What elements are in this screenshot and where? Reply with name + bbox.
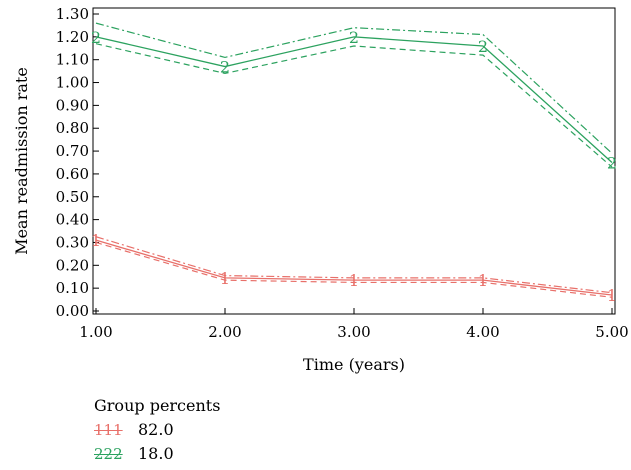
series-2-line (95, 36, 613, 163)
y-tick-label: 1.00 (56, 74, 89, 92)
y-tick-label: 0.80 (56, 119, 89, 137)
legend-marker-2: 222 (94, 445, 123, 463)
y-tick-label: 1.20 (56, 28, 89, 46)
y-tick-label: 0.50 (56, 188, 89, 206)
legend-marker-1: 111 (94, 421, 123, 439)
series-1-line (95, 239, 613, 296)
legend-item-1: 111 82.0 (94, 418, 220, 442)
x-axis-ticks: 1.00 2.00 3.00 4.00 5.00 (79, 308, 629, 341)
y-tick-label: 0.00 (56, 302, 89, 320)
series-1-upper-bound (95, 236, 613, 294)
y-tick-label: 0.70 (56, 142, 89, 160)
series-2-point: 2 (349, 28, 359, 47)
x-tick-label: 4.00 (466, 323, 499, 341)
x-tick-label: 1.00 (79, 323, 112, 341)
series-2-upper-bound (95, 22, 613, 154)
series-2-point: 2 (478, 37, 488, 56)
line-chart: 0.00 0.10 0.20 0.30 0.40 0.50 0.60 0.70 0.80 0.90… (12, 5, 629, 374)
legend: Group percents 111 82.0 222 18.0 (94, 394, 220, 466)
x-tick-label: 3.00 (337, 323, 370, 341)
series-1: 1 1 1 1 1 (91, 231, 617, 305)
series-1-lower-bound (95, 241, 613, 298)
legend-value-1: 82.0 (138, 420, 174, 439)
x-tick-label: 2.00 (208, 323, 241, 341)
series-1-point: 1 (220, 269, 230, 288)
series-1-point: 1 (91, 231, 101, 250)
y-tick-label: 0.10 (56, 279, 89, 297)
legend-value-2: 18.0 (138, 444, 174, 463)
series-1-point: 1 (607, 286, 617, 305)
series-2: 2 2 2 2 2 (91, 22, 617, 173)
y-tick-label: 0.60 (56, 165, 89, 183)
series-2-point: 2 (91, 28, 101, 47)
y-axis-label: Mean readmission rate (12, 67, 31, 255)
legend-title: Group percents (94, 396, 221, 415)
y-tick-label: 1.10 (56, 51, 89, 69)
series-layer: 1 1 1 1 1 2 2 2 2 2 (91, 22, 617, 305)
legend-item-2: 222 18.0 (94, 442, 220, 466)
x-axis-label: Time (years) (303, 355, 405, 374)
series-1-point: 1 (478, 271, 488, 290)
series-1-point: 1 (349, 271, 359, 290)
y-tick-label: 0.90 (56, 96, 89, 114)
series-2-lower-bound (95, 43, 613, 168)
y-tick-label: 0.30 (56, 233, 89, 251)
y-tick-label: 0.40 (56, 211, 89, 229)
y-axis-ticks: 0.00 0.10 0.20 0.30 0.40 0.50 0.60 0.70 0.80 0.90… (56, 5, 99, 320)
x-tick-label: 5.00 (595, 323, 628, 341)
series-2-point: 2 (607, 154, 617, 173)
y-tick-label: 1.30 (56, 5, 89, 23)
y-tick-label: 0.20 (56, 256, 89, 274)
series-2-point: 2 (220, 58, 230, 77)
